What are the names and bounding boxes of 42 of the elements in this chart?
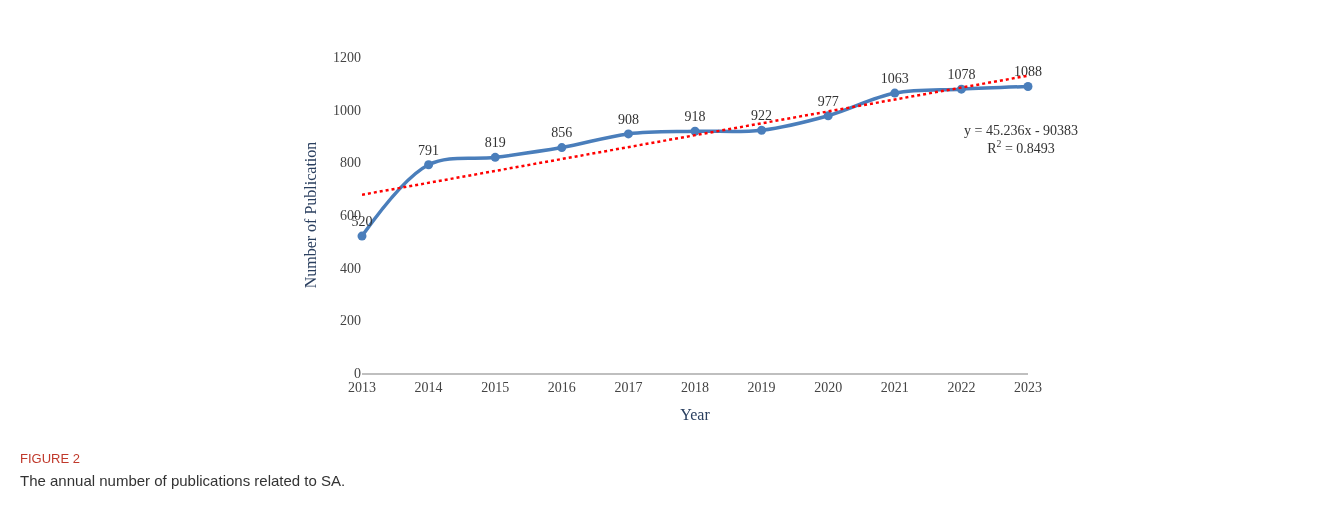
x-axis-title: Year	[680, 405, 711, 423]
data-label: 1063	[880, 70, 909, 86]
x-tick-label: 2015	[481, 379, 510, 395]
point	[623, 129, 633, 139]
point	[1023, 81, 1033, 91]
x-tick-label: 2022	[947, 379, 976, 395]
data-label: 922	[751, 108, 773, 124]
y-tick-label: 1200	[333, 49, 361, 65]
x-tick-label: 2021	[880, 379, 909, 395]
x-tick-label: 2023	[1014, 379, 1042, 395]
data-label: 819	[484, 135, 506, 151]
point	[890, 88, 900, 98]
y-tick-label: 800	[340, 155, 361, 171]
x-tick-label: 2014	[414, 379, 443, 395]
y-tick-label: 200	[340, 313, 361, 329]
text: The annual number of publications related to SA.	[20, 472, 346, 489]
y-tick-label: 0	[354, 365, 361, 381]
data-label: 977	[817, 93, 839, 109]
x-tick-label: 2016	[547, 379, 576, 395]
point	[557, 143, 567, 153]
x-tick-label: 2018	[681, 379, 709, 395]
y-tick-label: 400	[340, 260, 361, 276]
caption: FIGURE 2	[20, 451, 80, 466]
x-tick-label: 2019	[747, 379, 776, 395]
point	[357, 231, 367, 241]
data-label: 908	[617, 111, 639, 127]
point	[424, 160, 434, 170]
x-tick-label: 2013	[348, 379, 376, 395]
y-axis-title: Number of Publication	[301, 141, 319, 289]
data-label: 918	[684, 109, 706, 125]
point	[823, 111, 833, 121]
data-label: 1078	[947, 67, 976, 83]
data-label: 856	[551, 125, 573, 141]
annotation: R$^{2}$ = 0.8493	[987, 138, 1055, 157]
data-label: 1088	[1014, 64, 1042, 80]
data-label: 791	[418, 142, 440, 158]
x-tick-label: 2020	[814, 379, 843, 395]
point	[757, 125, 767, 135]
x-tick-label: 2017	[614, 379, 643, 395]
annotation: y = 45.236x - 90383	[964, 123, 1079, 138]
y-tick-label: 1000	[333, 102, 361, 118]
point	[490, 152, 500, 162]
